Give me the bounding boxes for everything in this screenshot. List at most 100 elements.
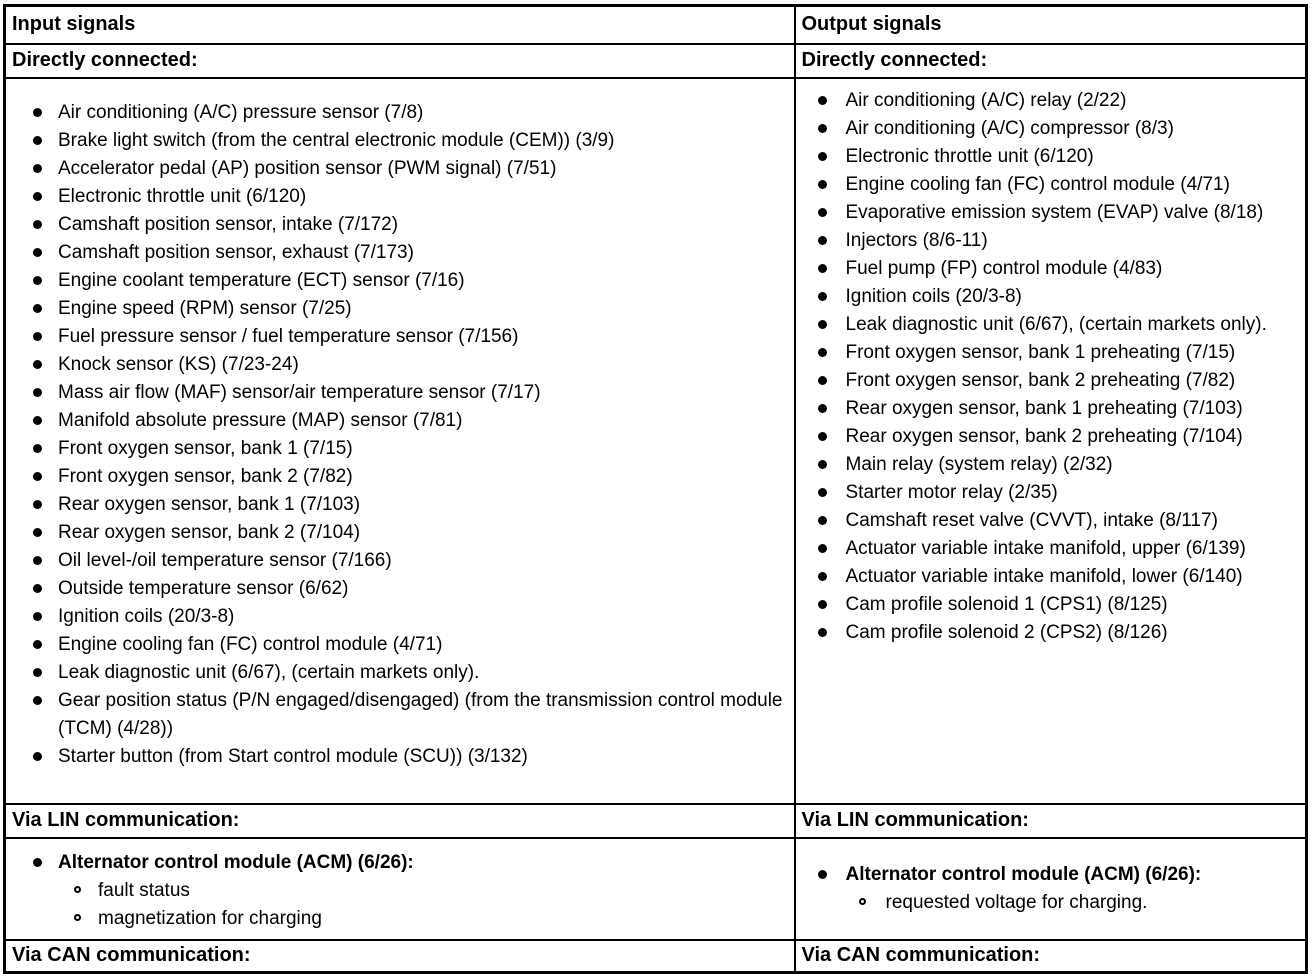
bullet-icon [817,571,827,581]
list-item: Knock sensor (KS) (7/23-24) [6,351,784,379]
list-item-label: Injectors (8/6-11) [845,229,988,251]
table-header-row: Input signals Output signals [3,4,1308,45]
bullet-icon [817,403,827,413]
list-item-label: Cam profile solenoid 2 (CPS2) (8/126) [845,621,1168,643]
list-item-label: Engine speed (RPM) sensor (7/25) [58,297,352,319]
list-item-label: Camshaft position sensor, exhaust (7/173… [58,241,414,263]
list-item: Front oxygen sensor, bank 1 preheating (… [796,339,1300,367]
signals-table: Input signals Output signals Directly co… [3,4,1308,974]
bullet-icon [817,235,827,245]
bullet-icon [33,695,42,705]
list-item-label: Gear position status (P/N engaged/diseng… [58,689,783,739]
list-item-label: Actuator variable intake manifold, lower… [845,565,1243,587]
list-item-label: Air conditioning (A/C) compressor (8/3) [845,117,1174,139]
output-via-can-header: Via CAN communication: [793,938,1308,974]
list-item-label: Engine coolant temperature (ECT) sensor … [58,269,465,291]
bullet-icon [817,291,827,301]
list-item: Main relay (system relay) (2/32) [796,451,1300,479]
list-item-label: Brake light switch (from the central ele… [58,129,615,151]
list-item-label: Rear oxygen sensor, bank 1 preheating (7… [845,397,1243,419]
bullet-icon [817,375,827,385]
sub-bullet-list: fault status magnetization for charging [6,877,786,933]
list-item-label: Camshaft reset valve (CVVT), intake (8/1… [845,509,1218,531]
list-item-label: Fuel pump (FP) control module (4/83) [845,257,1163,279]
sub-list-item-label: magnetization for charging [98,907,322,929]
bullet-icon [33,499,42,509]
bullet-icon [33,303,42,313]
bullet-icon [33,191,42,201]
list-item-label: Accelerator pedal (AP) position sensor (… [58,157,557,179]
bullet-icon [33,857,42,867]
list-item: Fuel pressure sensor / fuel temperature … [6,323,784,351]
list-item-label: Evaporative emission system (EVAP) valve… [845,201,1264,223]
input-signals-header: Input signals [3,4,796,45]
list-item: Evaporative emission system (EVAP) valve… [796,199,1300,227]
list-item-label: Ignition coils (20/3-8) [58,605,235,627]
via-lin-items-row: Alternator control module (ACM) (6/26): … [3,836,1308,941]
list-item-label: Oil level-/oil temperature sensor (7/166… [58,549,392,571]
list-item: Camshaft reset valve (CVVT), intake (8/1… [796,507,1300,535]
list-item-label: Rear oxygen sensor, bank 2 (7/104) [58,521,361,543]
list-item: Engine cooling fan (FC) control module (… [796,171,1300,199]
bullet-icon [817,431,827,441]
list-item-label: Rear oxygen sensor, bank 1 (7/103) [58,493,361,515]
sub-list-item: magnetization for charging [6,905,786,933]
list-item-label: Main relay (system relay) (2/32) [845,453,1113,475]
list-item: Gear position status (P/N engaged/diseng… [6,687,784,743]
bullet-icon [33,219,42,229]
bullet-icon [33,611,42,621]
bullet-icon [33,443,42,453]
list-item: Actuator variable intake manifold, lower… [796,563,1300,591]
list-item: Front oxygen sensor, bank 2 (7/82) [6,463,784,491]
bullet-icon [33,387,42,397]
bullet-icon [817,459,827,469]
bullet-icon [33,275,42,285]
list-item-label: Front oxygen sensor, bank 1 (7/15) [58,437,353,459]
list-item: Air conditioning (A/C) relay (2/22) [796,87,1300,115]
list-item: Leak diagnostic unit (6/67), (certain ma… [6,659,784,687]
output-via-lin-header: Via LIN communication: [793,802,1308,839]
list-item: Injectors (8/6-11) [796,227,1300,255]
list-item-label: Electronic throttle unit (6/120) [58,185,307,207]
list-item: Mass air flow (MAF) sensor/air temperatu… [6,379,784,407]
bullet-icon [817,869,827,879]
list-item: Front oxygen sensor, bank 2 preheating (… [796,367,1300,395]
list-item-label: Leak diagnostic unit (6/67), (certain ma… [58,661,480,683]
bullet-list: Air conditioning (A/C) relay (2/22) Air … [796,87,1300,647]
input-directly-connected-header: Directly connected: [3,42,796,79]
bullet-icon [817,207,827,217]
list-item-label: Actuator variable intake manifold, upper… [845,537,1246,559]
list-item: Rear oxygen sensor, bank 1 preheating (7… [796,395,1300,423]
bullet-icon [817,347,827,357]
bullet-list: Air conditioning (A/C) pressure sensor (… [6,99,784,771]
bullet-icon [817,627,827,637]
bullet-icon [33,751,42,761]
bullet-icon [817,263,827,273]
list-item: Front oxygen sensor, bank 1 (7/15) [6,435,784,463]
acm-module-label: Alternator control module (ACM) (6/26): [58,851,414,873]
list-item-label: Starter motor relay (2/35) [845,481,1058,503]
output-via-lin-list: Alternator control module (ACM) (6/26): … [793,836,1308,941]
list-item: Ignition coils (20/3-8) [6,603,784,631]
output-directly-connected-list: Air conditioning (A/C) relay (2/22) Air … [793,76,1308,805]
list-item-label: Ignition coils (20/3-8) [845,285,1022,307]
list-item-label: Fuel pressure sensor / fuel temperature … [58,325,519,347]
via-lin-header-row: Via LIN communication: Via LIN communica… [3,802,1308,839]
list-item: Rear oxygen sensor, bank 1 (7/103) [6,491,784,519]
list-item: Manifold absolute pressure (MAP) sensor … [6,407,784,435]
list-item: Engine cooling fan (FC) control module (… [6,631,784,659]
sub-bullet-icon [74,885,81,893]
list-item: Starter motor relay (2/35) [796,479,1300,507]
bullet-icon [817,487,827,497]
bullet-icon [33,639,42,649]
list-item: Alternator control module (ACM) (6/26): [6,849,786,877]
bullet-icon [817,599,827,609]
sub-list-item: fault status [6,877,786,905]
list-item: Brake light switch (from the central ele… [6,127,784,155]
list-item-label: Outside temperature sensor (6/62) [58,577,349,599]
list-item: Engine coolant temperature (ECT) sensor … [6,267,784,295]
list-item: Engine speed (RPM) sensor (7/25) [6,295,784,323]
list-item: Leak diagnostic unit (6/67), (certain ma… [796,311,1300,339]
bullet-icon [817,123,827,133]
